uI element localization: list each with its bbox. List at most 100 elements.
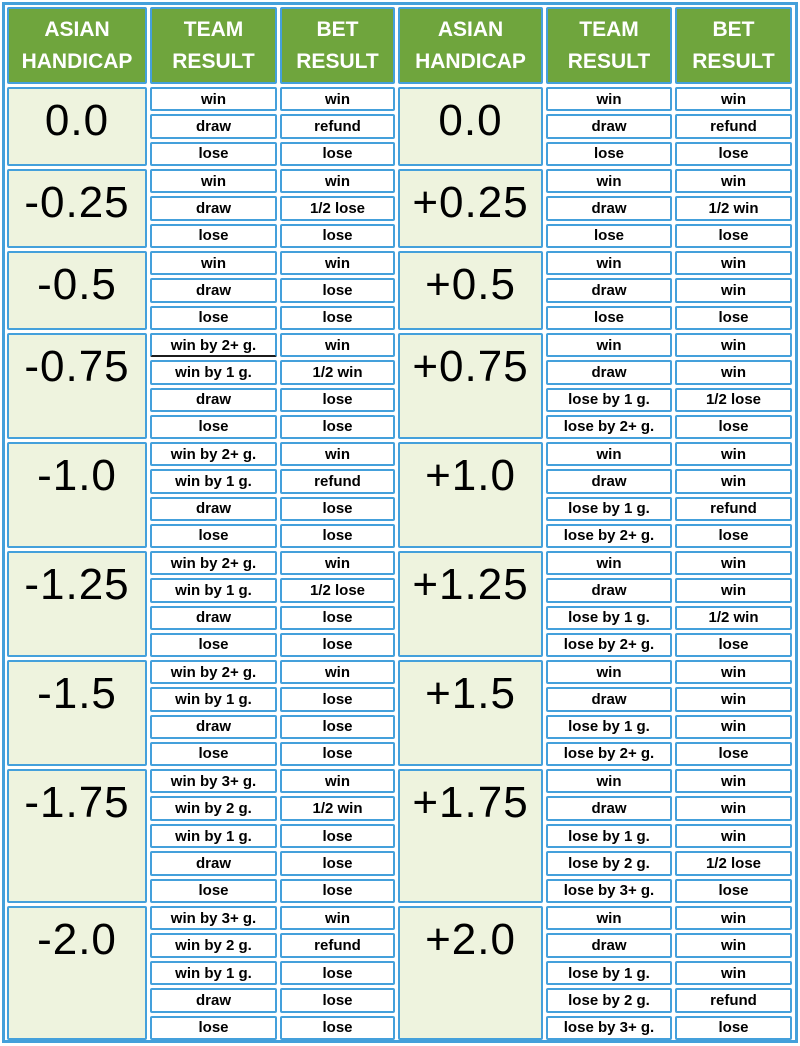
handicap-cell-right: +1.0 [398,442,543,548]
team-result-stack-left: win draw lose [150,87,277,166]
bet-result-cell: lose [675,305,792,330]
handicap-cell-right: 0.0 [398,87,543,166]
team-result-cell: draw [150,714,277,739]
handicap-group--2.0-and-+2.0: -2.0 win by 3+ g. win by 2 g. win by 1 g. dr… [7,906,793,1041]
team-result-cell: lose by 2 g. [546,988,672,1013]
handicap-cell-left: -1.5 [7,660,147,766]
team-result-cell: win by 2 g. [150,796,277,821]
bet-result-stack-left: win 1/2 win lose lose lose [280,769,395,904]
team-result-stack-right: win draw lose [546,169,672,248]
bet-result-cell: lose [280,741,395,766]
bet-result-cell: 1/2 win [280,796,395,821]
bet-result-cell: lose [675,414,792,439]
bet-result-cell: win [280,551,395,576]
team-result-cell: draw [546,687,672,712]
team-result-cell: win [150,251,277,276]
bet-result-stack-right: win win refund lose [675,442,792,548]
bet-result-cell: lose [675,223,792,248]
team-result-cell: draw [546,114,672,139]
bet-result-cell: lose [280,851,395,876]
bet-result-cell: win [280,333,395,358]
team-result-stack-right: win draw lose by 1 g. lose by 2 g. lose by 3… [546,769,672,904]
team-result-cell: lose by 1 g. [546,960,672,986]
bet-result-cell: lose [675,523,792,548]
team-result-cell: win by 1 g. [150,578,277,603]
bet-result-cell: win [280,169,395,194]
team-result-cell: draw [546,933,672,958]
bet-result-cell: win [675,687,792,712]
team-result-cell: lose by 1 g. [546,496,672,521]
team-result-cell: lose [150,1015,277,1041]
team-result-cell: win [546,333,672,358]
bet-result-stack-left: win refund lose lose [280,442,395,548]
header-team-result-left: TEAM RESULT [150,7,277,84]
table-body: 0.0 win draw lose win refund lose 0.0 win draw los… [7,87,793,1041]
bet-result-cell: lose [280,605,395,630]
team-result-cell: lose by 2+ g. [546,741,672,766]
team-result-cell: win [150,87,277,112]
bet-result-stack-left: win 1/2 lose lose [280,169,395,248]
bet-result-cell: win [675,360,792,385]
bet-result-cell: lose [280,714,395,739]
team-result-cell: win [546,660,672,685]
bet-result-stack-right: win win win lose [675,660,792,766]
team-result-cell: win by 1 g. [150,823,277,849]
team-result-stack-left: win by 2+ g. win by 1 g. draw lose [150,551,277,657]
bet-result-cell: lose [675,1015,792,1041]
team-result-cell: lose by 1 g. [546,605,672,630]
bet-result-stack-right: win refund lose [675,87,792,166]
bet-result-cell: lose [280,878,395,904]
bet-result-cell: win [675,442,792,467]
bet-result-cell: 1/2 lose [675,851,792,876]
bet-result-cell: win [675,278,792,303]
bet-result-cell: 1/2 lose [675,387,792,412]
team-result-cell: lose by 3+ g. [546,1015,672,1041]
bet-result-cell: lose [675,741,792,766]
team-result-cell: lose [150,141,277,166]
bet-result-cell: win [675,87,792,112]
handicap-cell-left: -1.0 [7,442,147,548]
team-result-cell: win by 1 g. [150,687,277,712]
handicap-cell-left: -2.0 [7,906,147,1040]
team-result-cell: lose [150,305,277,330]
bet-result-cell: win [675,660,792,685]
team-result-cell: lose [150,878,277,904]
bet-result-cell: lose [280,523,395,548]
bet-result-cell: refund [675,496,792,521]
team-result-cell: lose by 2+ g. [546,414,672,439]
team-result-cell: win by 1 g. [150,960,277,986]
team-result-cell: win by 3+ g. [150,906,277,931]
team-result-cell: win by 2+ g. [150,660,277,685]
team-result-cell: draw [546,469,672,494]
team-result-stack-left: win by 2+ g. win by 1 g. draw lose [150,333,277,439]
bet-result-stack-left: win 1/2 lose lose lose [280,551,395,657]
team-result-cell: lose by 1 g. [546,714,672,739]
team-result-cell: draw [150,605,277,630]
team-result-cell: win by 3+ g. [150,769,277,794]
handicap-group--1.75-and-+1.75: -1.75 win by 3+ g. win by 2 g. win by 1 g. d… [7,769,793,904]
handicap-cell-right: +2.0 [398,906,543,1040]
bet-result-cell: lose [280,687,395,712]
bet-result-cell: refund [675,114,792,139]
header-row: ASIAN HANDICAP TEAM RESULT BET RESULT AS… [7,7,793,84]
team-result-cell: win [546,251,672,276]
header-asian-handicap-left: ASIAN HANDICAP [7,7,147,84]
handicap-group--0.75-and-+0.75: -0.75 win by 2+ g. win by 1 g. draw lose win 1… [7,333,793,439]
team-result-cell: lose [150,223,277,248]
bet-result-stack-right: win 1/2 win lose [675,169,792,248]
bet-result-cell: 1/2 lose [280,196,395,221]
bet-result-stack-left: win 1/2 win lose lose [280,333,395,439]
handicap-cell-left: -0.5 [7,251,147,330]
team-result-cell: draw [150,851,277,876]
bet-result-cell: win [280,251,395,276]
handicap-group--1.25-and-+1.25: -1.25 win by 2+ g. win by 1 g. draw lose win 1… [7,551,793,657]
bet-result-cell: refund [675,988,792,1013]
bet-result-cell: lose [675,141,792,166]
team-result-cell: draw [150,278,277,303]
team-result-cell: win [546,769,672,794]
team-result-cell: lose [150,741,277,766]
bet-result-cell: lose [280,496,395,521]
team-result-cell: win [546,906,672,931]
